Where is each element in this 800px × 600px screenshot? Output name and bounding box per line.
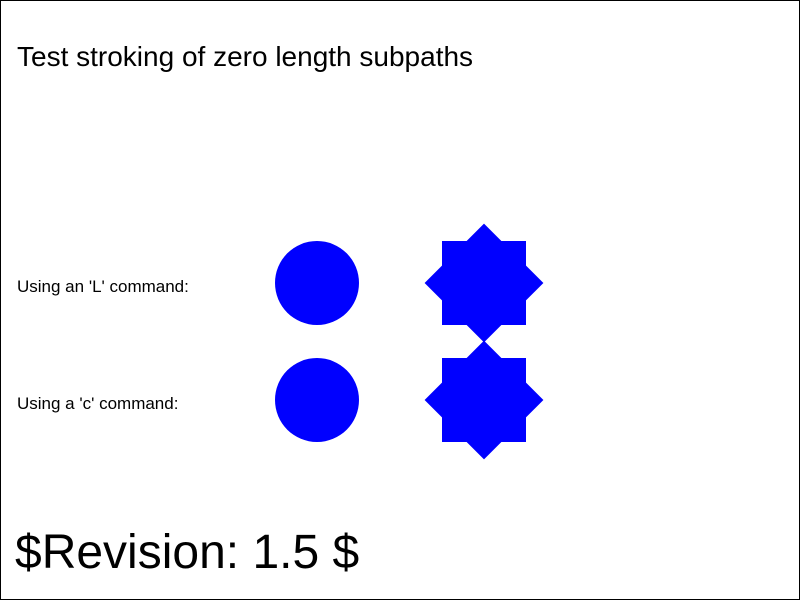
test-title: Test stroking of zero length subpaths [17, 41, 473, 72]
revision-label: $Revision: 1.5 $ [15, 526, 359, 579]
row-c-command: Using a 'c' command: [17, 340, 544, 460]
round-cap-circle [275, 358, 359, 442]
row-label-l-command: Using an 'L' command: [17, 277, 189, 296]
round-cap-circle [275, 241, 359, 325]
square-cap-star [424, 223, 544, 343]
row-l-command: Using an 'L' command: [17, 223, 544, 343]
row-label-c-command: Using a 'c' command: [17, 394, 178, 413]
square-cap-star [424, 340, 544, 460]
